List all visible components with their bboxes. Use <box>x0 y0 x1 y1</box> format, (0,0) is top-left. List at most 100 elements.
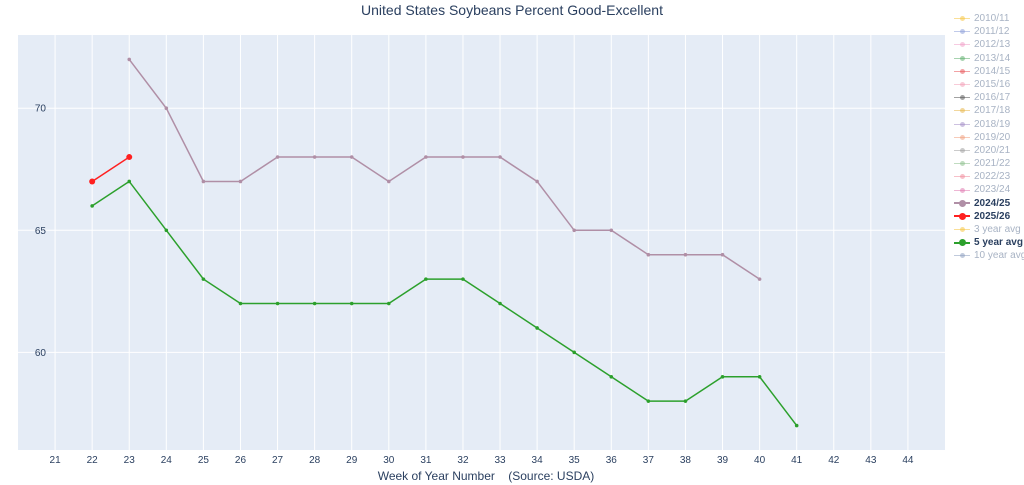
legend-swatch-icon <box>953 198 971 208</box>
data-point <box>164 228 169 233</box>
data-point <box>461 277 465 281</box>
data-point <box>387 179 391 184</box>
data-point <box>201 277 206 281</box>
series-2025-26 <box>89 154 133 185</box>
legend-label: 2016/17 <box>974 92 1011 104</box>
data-point <box>498 301 502 306</box>
data-point <box>90 204 94 208</box>
x-tick-label: 39 <box>717 455 729 466</box>
x-tick-label: 23 <box>124 455 136 466</box>
data-point <box>349 301 354 306</box>
legend-item-2010-11[interactable]: 2010/11 <box>953 12 1024 25</box>
legend-item-2013-14[interactable]: 2013/14 <box>953 52 1024 65</box>
legend-swatch-icon <box>953 185 971 195</box>
chart-title: United States Soybeans Percent Good-Exce… <box>361 2 663 18</box>
legend-item-2025-26[interactable]: 2025/26 <box>953 210 1024 223</box>
legend-swatch-icon <box>953 211 971 221</box>
legend-label: 2013/14 <box>974 52 1011 64</box>
legend-item-2018-19[interactable]: 2018/19 <box>953 118 1024 131</box>
legend-swatch-icon <box>953 66 971 76</box>
legend-label: 2015/16 <box>974 78 1011 90</box>
data-point <box>424 155 428 159</box>
data-point <box>535 179 539 184</box>
legend-item-2012-13[interactable]: 2012/13 <box>953 38 1024 51</box>
legend-item-10-year-avg[interactable]: 10 year avg <box>953 249 1024 262</box>
legend-label: 2022/23 <box>974 171 1011 183</box>
data-point <box>312 301 317 306</box>
legend-label: 2012/13 <box>974 39 1011 51</box>
data-point <box>572 228 576 233</box>
legend-label: 2014/15 <box>974 65 1011 77</box>
x-tick-label: 44 <box>902 455 914 466</box>
data-point <box>275 301 280 306</box>
x-tick-label: 35 <box>569 455 581 466</box>
legend-swatch-icon <box>953 251 971 261</box>
data-point <box>238 301 243 306</box>
data-point <box>720 374 725 379</box>
legend-item-2023-24[interactable]: 2023/24 <box>953 183 1024 196</box>
data-point <box>201 179 206 184</box>
data-point <box>609 228 614 233</box>
legend-swatch-icon <box>953 27 971 37</box>
x-tick-label: 29 <box>346 455 358 466</box>
legend-swatch-icon <box>953 145 971 155</box>
data-point <box>683 252 688 257</box>
legend-swatch-icon <box>953 93 971 103</box>
data-point <box>572 350 576 355</box>
legend-swatch-icon <box>953 225 971 235</box>
legend-label: 2010/11 <box>974 13 1010 24</box>
legend-item-2015-16[interactable]: 2015/16 <box>953 78 1024 91</box>
legend-swatch-icon <box>953 106 971 116</box>
data-point <box>757 277 762 281</box>
data-point <box>683 399 688 403</box>
legend-label: 2020/21 <box>974 144 1011 156</box>
legend-label: 2021/22 <box>974 158 1011 170</box>
series-line <box>91 156 130 183</box>
data-point <box>238 179 243 184</box>
x-tick-label: 38 <box>680 455 692 466</box>
y-tick-label: 65 <box>35 226 47 237</box>
legend-item-5-year-avg[interactable]: 5 year avg <box>953 236 1024 249</box>
series-2024-25 <box>127 57 762 281</box>
data-point <box>126 154 133 161</box>
legend-label: 2018/19 <box>974 118 1011 130</box>
data-point <box>535 326 539 330</box>
legend-label: 5 year avg <box>974 237 1023 249</box>
x-tick-label: 33 <box>494 455 506 466</box>
legend-label: 3 year avg <box>974 224 1021 235</box>
data-point <box>312 155 317 159</box>
legend-swatch-icon <box>953 14 971 24</box>
y-tick-label: 70 <box>35 104 47 115</box>
data-point <box>349 155 354 159</box>
legend-item-2022-23[interactable]: 2022/23 <box>953 170 1024 183</box>
legend-item-2021-22[interactable]: 2021/22 <box>953 157 1024 170</box>
legend-item-2016-17[interactable]: 2016/17 <box>953 91 1024 104</box>
x-tick-label: 21 <box>50 455 62 466</box>
data-point <box>498 155 502 159</box>
y-tick-label: 60 <box>35 348 47 359</box>
data-point <box>646 252 651 257</box>
legend-item-2014-15[interactable]: 2014/15 <box>953 65 1024 78</box>
legend-swatch-icon <box>953 132 971 142</box>
x-tick-label: 42 <box>828 455 840 466</box>
legend-item-2011-12[interactable]: 2011/12 <box>953 25 1024 38</box>
legend-item-3-year-avg[interactable]: 3 year avg <box>953 223 1024 236</box>
legend-item-2017-18[interactable]: 2017/18 <box>953 104 1024 117</box>
legend-label: 2023/24 <box>974 184 1011 196</box>
data-point <box>424 277 428 281</box>
x-tick-label: 28 <box>309 455 321 466</box>
legend-item-2024-25[interactable]: 2024/25 <box>953 197 1024 210</box>
legend-swatch-icon <box>953 172 971 182</box>
legend-label: 2019/20 <box>974 131 1011 143</box>
legend-item-2020-21[interactable]: 2020/21 <box>953 144 1024 157</box>
legend-item-2019-20[interactable]: 2019/20 <box>953 131 1024 144</box>
x-tick-label: 37 <box>643 455 655 466</box>
x-tick-label: 26 <box>235 455 247 466</box>
legend-label: 2024/25 <box>974 197 1011 209</box>
data-point <box>757 374 762 379</box>
series-5-year-avg <box>90 179 799 428</box>
legend-swatch-icon <box>953 40 971 50</box>
data-point <box>794 423 799 428</box>
x-tick-label: 25 <box>198 455 210 466</box>
x-tick-label: 43 <box>865 455 877 466</box>
